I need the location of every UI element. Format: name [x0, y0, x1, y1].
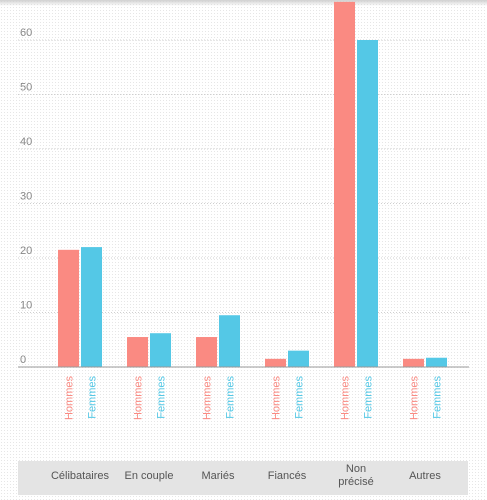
- series-label-hommes: Hommes: [64, 376, 76, 421]
- bar-femmes-3: [288, 350, 309, 367]
- series-label-hommes: Hommes: [271, 376, 283, 421]
- bar-femmes-2: [219, 315, 240, 367]
- category-footer: [18, 461, 468, 495]
- y-tick-label: 10: [20, 300, 32, 312]
- y-tick-label: 20: [20, 245, 32, 257]
- category-label: Fiancés: [267, 470, 307, 482]
- bar-femmes-4: [357, 40, 378, 367]
- bar-hommes-4: [334, 1, 355, 367]
- category-label: Célibataires: [50, 470, 110, 482]
- bar-femmes-5: [426, 357, 447, 367]
- category-label: Non précisé: [338, 463, 374, 488]
- category-label: En couple: [124, 470, 174, 482]
- y-tick-label: 60: [20, 27, 32, 39]
- bar-hommes-0: [58, 249, 79, 367]
- y-tick-label: 0: [20, 354, 26, 366]
- y-tick-label: 40: [20, 136, 32, 148]
- bar-femmes-0: [81, 247, 102, 367]
- grid-lines: [18, 39, 469, 313]
- top-shadow: [0, 0, 487, 6]
- category-label: Autres: [409, 470, 441, 482]
- y-axis-ticks: 0 10 20 30 40 50 60: [20, 27, 32, 366]
- category-label: Mariés: [201, 470, 235, 482]
- y-tick-label: 50: [20, 82, 32, 94]
- bar-femmes-1: [150, 333, 171, 367]
- series-label-hommes: Hommes: [409, 376, 421, 421]
- bar-hommes-5: [403, 358, 424, 367]
- bar-hommes-2: [196, 337, 217, 367]
- series-labels: Hommes Femmes Hommes Femmes Hommes Femmes Homm…: [64, 376, 444, 421]
- series-label-femmes: Femmes: [363, 376, 375, 419]
- series-label-femmes: Femmes: [432, 376, 444, 419]
- series-label-hommes: Hommes: [133, 376, 145, 421]
- y-tick-label: 30: [20, 191, 32, 203]
- bars: [58, 1, 447, 367]
- bar-hommes-1: [127, 337, 148, 367]
- series-label-femmes: Femmes: [294, 376, 306, 419]
- series-label-femmes: Femmes: [87, 376, 99, 419]
- series-label-hommes: Hommes: [340, 376, 352, 421]
- series-label-hommes: Hommes: [202, 376, 214, 421]
- series-label-femmes: Femmes: [225, 376, 237, 419]
- bar-hommes-3: [265, 358, 286, 367]
- series-label-femmes: Femmes: [156, 376, 168, 419]
